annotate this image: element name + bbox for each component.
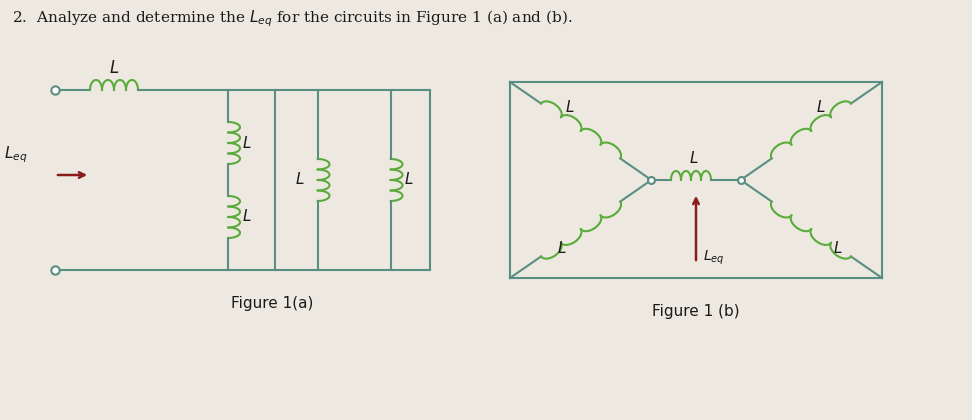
Text: L: L	[404, 173, 413, 187]
Text: L: L	[243, 210, 252, 225]
Text: $L_{eq}$: $L_{eq}$	[4, 144, 27, 165]
Text: Figure 1(a): Figure 1(a)	[231, 296, 314, 311]
Text: Figure 1 (b): Figure 1 (b)	[652, 304, 740, 319]
Text: L: L	[243, 136, 252, 150]
Text: L: L	[833, 241, 842, 256]
Text: L: L	[690, 151, 698, 166]
Text: $L_{eq}$: $L_{eq}$	[703, 249, 724, 268]
Text: L: L	[566, 100, 574, 115]
Text: L: L	[816, 100, 825, 115]
Text: L: L	[558, 241, 567, 256]
Text: 2.  Analyze and determine the $L_{eq}$ for the circuits in Figure 1 (a) and (b).: 2. Analyze and determine the $L_{eq}$ fo…	[12, 8, 573, 29]
Text: L: L	[295, 173, 303, 187]
Text: L: L	[110, 59, 119, 77]
